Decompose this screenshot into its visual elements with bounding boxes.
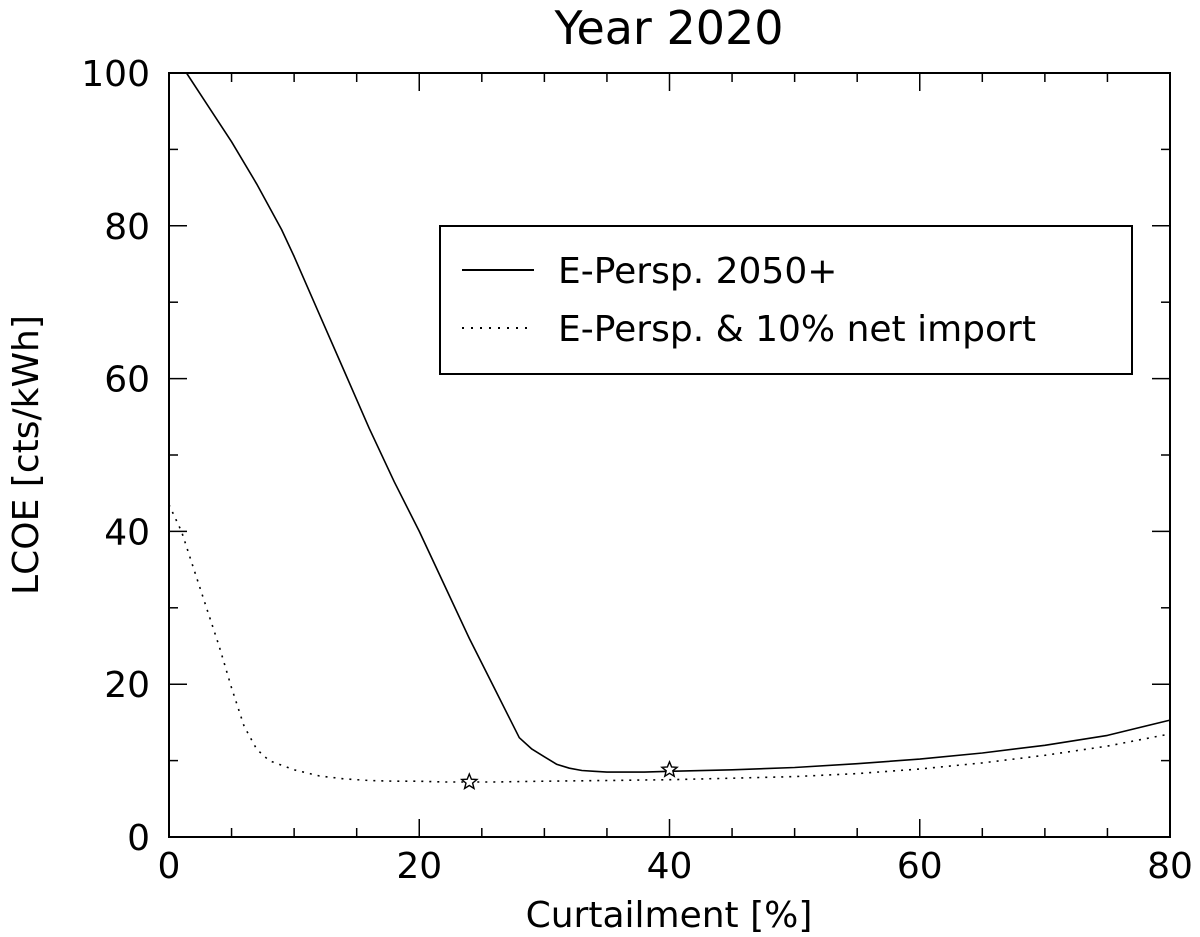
y-tick-label: 60 (104, 360, 150, 401)
chart-title: Year 2020 (553, 1, 783, 55)
y-tick-label: 40 (104, 512, 150, 553)
legend-box (439, 225, 1133, 375)
x-axis-label: Curtailment [%] (526, 895, 813, 936)
star-marker-1 (459, 772, 479, 791)
legend-entry-e-persp-2050: E-Persp. 2050+ (558, 251, 837, 292)
y-tick-label: 80 (104, 207, 150, 248)
y-axis-label: LCOE [cts/kWh] (6, 315, 47, 595)
axis-ticks (168, 72, 1171, 838)
plot-frame (168, 72, 1171, 838)
x-tick-label: 40 (647, 846, 693, 887)
series-line-0 (185, 72, 1171, 773)
optimum-markers (459, 759, 679, 791)
star-marker-0 (660, 759, 679, 778)
y-tick-label: 100 (81, 54, 150, 95)
x-tick-label: 20 (396, 846, 442, 887)
legend-entry-e-persp-net-import: E-Persp. & 10% net import (558, 309, 1036, 350)
x-tick-label: 80 (1147, 846, 1193, 887)
y-tick-label: 0 (127, 818, 150, 859)
tick-labels: 0 20 40 60 80 0 20 40 60 80 100 (81, 54, 1193, 887)
y-tick-label: 20 (104, 665, 150, 706)
series-lines (168, 72, 1171, 783)
x-tick-label: 0 (158, 846, 181, 887)
x-tick-label: 60 (897, 846, 943, 887)
series-line-1 (168, 504, 1171, 783)
legend: E-Persp. 2050+ E-Persp. & 10% net import (439, 225, 1133, 375)
